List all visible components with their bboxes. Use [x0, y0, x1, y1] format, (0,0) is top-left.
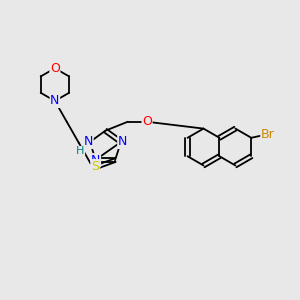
Text: O: O	[142, 115, 152, 128]
Text: N: N	[50, 94, 60, 107]
Text: O: O	[50, 62, 60, 75]
Text: S: S	[91, 160, 99, 173]
Text: Br: Br	[261, 128, 274, 141]
Text: N: N	[91, 154, 101, 167]
Text: N: N	[84, 136, 93, 148]
Text: H: H	[76, 146, 85, 157]
Text: N: N	[118, 136, 127, 148]
